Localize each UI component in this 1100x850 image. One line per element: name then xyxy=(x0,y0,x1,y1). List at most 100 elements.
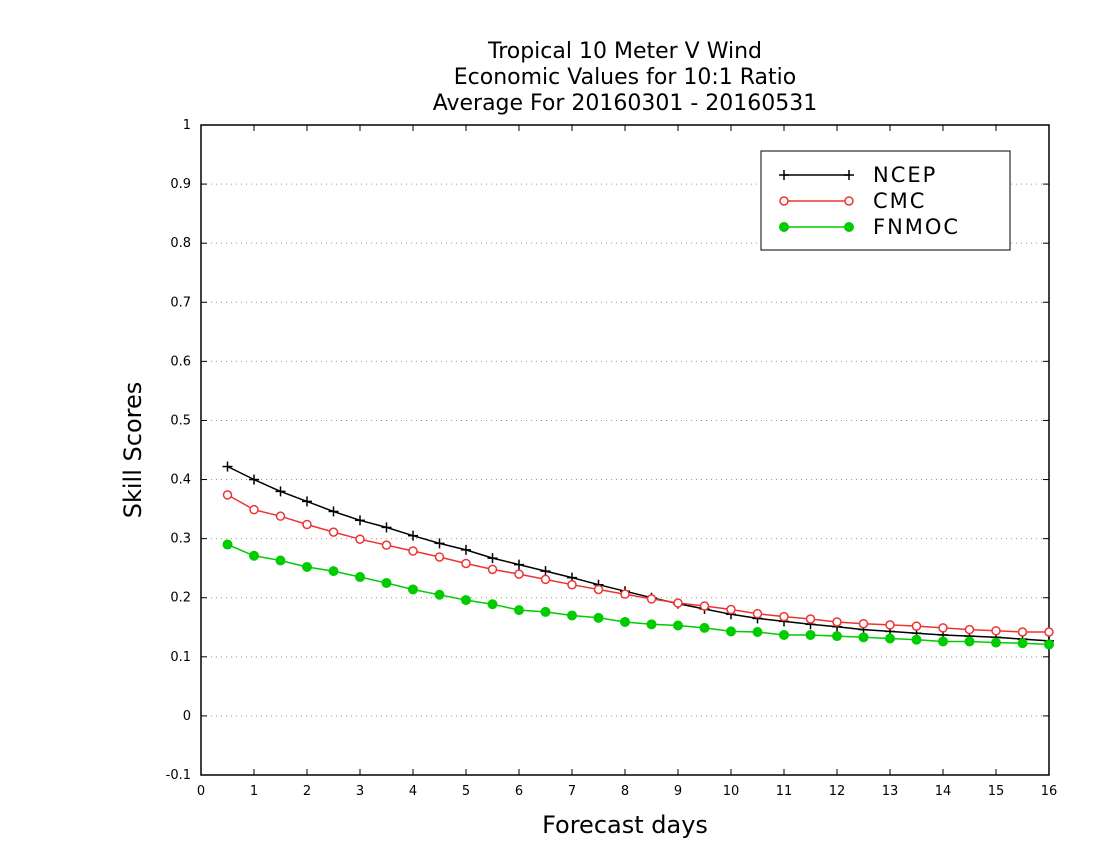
y-tick-label: 0.2 xyxy=(170,591,191,606)
data-point xyxy=(222,490,233,500)
data-point xyxy=(514,605,524,616)
data-point xyxy=(885,620,895,630)
data-point xyxy=(487,599,498,610)
y-tick-label: 0.9 xyxy=(170,177,191,192)
title-line: Tropical 10 Meter V Wind xyxy=(487,39,762,64)
data-point xyxy=(726,626,736,637)
data-point xyxy=(302,519,312,530)
data-point xyxy=(434,538,445,549)
data-point xyxy=(832,631,842,642)
data-point xyxy=(328,527,339,537)
data-point xyxy=(991,626,1001,636)
legend-label: FNMOC xyxy=(873,215,960,239)
data-point xyxy=(355,534,365,544)
data-point xyxy=(779,611,789,622)
data-point xyxy=(487,564,498,575)
y-tick-label: 0.8 xyxy=(170,236,191,251)
title-line: Economic Values for 10:1 Ratio xyxy=(454,65,796,90)
data-point xyxy=(752,627,763,637)
series-line xyxy=(227,494,1049,633)
data-point xyxy=(964,624,975,635)
legend-label: NCEP xyxy=(873,163,937,187)
data-point xyxy=(646,619,657,630)
data-point xyxy=(408,530,418,541)
data-point xyxy=(699,601,710,611)
axis-ticks: -0.100.10.20.30.40.50.60.70.80.910 1 2 3 4 5 6… xyxy=(166,118,1058,799)
data-point xyxy=(381,577,392,588)
legend-item: FNMOC xyxy=(779,215,960,239)
data-point xyxy=(461,558,471,569)
gridlines xyxy=(201,183,1049,717)
data-point xyxy=(461,544,471,555)
data-point xyxy=(249,550,259,561)
data-point xyxy=(567,610,577,621)
x-tick-label: 10 xyxy=(723,784,740,799)
data-point xyxy=(408,584,418,595)
data-point xyxy=(222,461,233,472)
data-point xyxy=(805,614,816,624)
x-tick-label: 3 xyxy=(356,784,364,799)
y-tick-label: 0.1 xyxy=(170,650,191,665)
data-point xyxy=(302,562,312,572)
legend-marker xyxy=(779,170,789,180)
x-tick-label: 2 xyxy=(303,784,311,799)
x-tick-label: 12 xyxy=(829,784,846,799)
data-point xyxy=(434,589,445,600)
data-point xyxy=(514,559,524,570)
y-tick-label: 0.5 xyxy=(170,413,191,428)
data-point xyxy=(328,566,339,577)
data-point xyxy=(858,632,869,643)
data-point xyxy=(275,555,286,566)
data-point xyxy=(434,552,445,562)
data-point xyxy=(726,604,736,615)
y-tick-label: 1 xyxy=(183,118,191,133)
data-point xyxy=(858,618,869,629)
series-ncep xyxy=(222,461,1054,646)
legend-marker xyxy=(844,196,854,206)
data-point xyxy=(779,629,789,640)
data-point xyxy=(1044,627,1054,637)
x-tick-label: 11 xyxy=(776,784,793,799)
x-tick-label: 15 xyxy=(988,784,1005,799)
x-axis-label: Forecast days xyxy=(542,811,708,839)
data-point xyxy=(620,616,630,627)
data-point xyxy=(381,540,392,550)
legend-item: NCEP xyxy=(779,163,937,187)
legend-marker xyxy=(844,170,854,180)
data-point xyxy=(249,474,259,485)
x-tick-label: 1 xyxy=(250,784,258,799)
legend-item: CMC xyxy=(779,189,924,213)
data-point xyxy=(381,522,392,533)
legend-marker xyxy=(779,196,789,206)
x-tick-label: 7 xyxy=(568,784,576,799)
data-point xyxy=(991,637,1001,648)
x-tick-label: 9 xyxy=(674,784,682,799)
y-tick-label: 0 xyxy=(183,709,191,724)
data-point xyxy=(275,511,286,521)
data-point xyxy=(1044,639,1054,650)
y-axis-label: Skill Scores xyxy=(119,382,147,519)
data-point xyxy=(540,606,551,617)
y-tick-label: 0.6 xyxy=(170,354,191,369)
data-point xyxy=(885,633,895,644)
y-tick-label: 0.4 xyxy=(170,473,191,488)
y-tick-label: 0.7 xyxy=(170,295,191,310)
x-tick-label: 0 xyxy=(197,784,205,799)
data-point xyxy=(408,546,418,556)
data-point xyxy=(514,569,524,579)
y-tick-label: -0.1 xyxy=(166,768,191,783)
data-point xyxy=(1017,638,1028,649)
x-tick-label: 14 xyxy=(935,784,952,799)
data-point xyxy=(620,589,630,599)
data-point xyxy=(673,620,683,631)
data-point xyxy=(646,594,657,604)
x-tick-label: 4 xyxy=(409,784,417,799)
data-point xyxy=(911,621,922,631)
data-point xyxy=(302,496,312,507)
data-point xyxy=(911,634,922,645)
x-tick-label: 8 xyxy=(621,784,629,799)
x-tick-label: 16 xyxy=(1041,784,1058,799)
x-tick-label: 13 xyxy=(882,784,899,799)
data-point xyxy=(328,506,339,517)
